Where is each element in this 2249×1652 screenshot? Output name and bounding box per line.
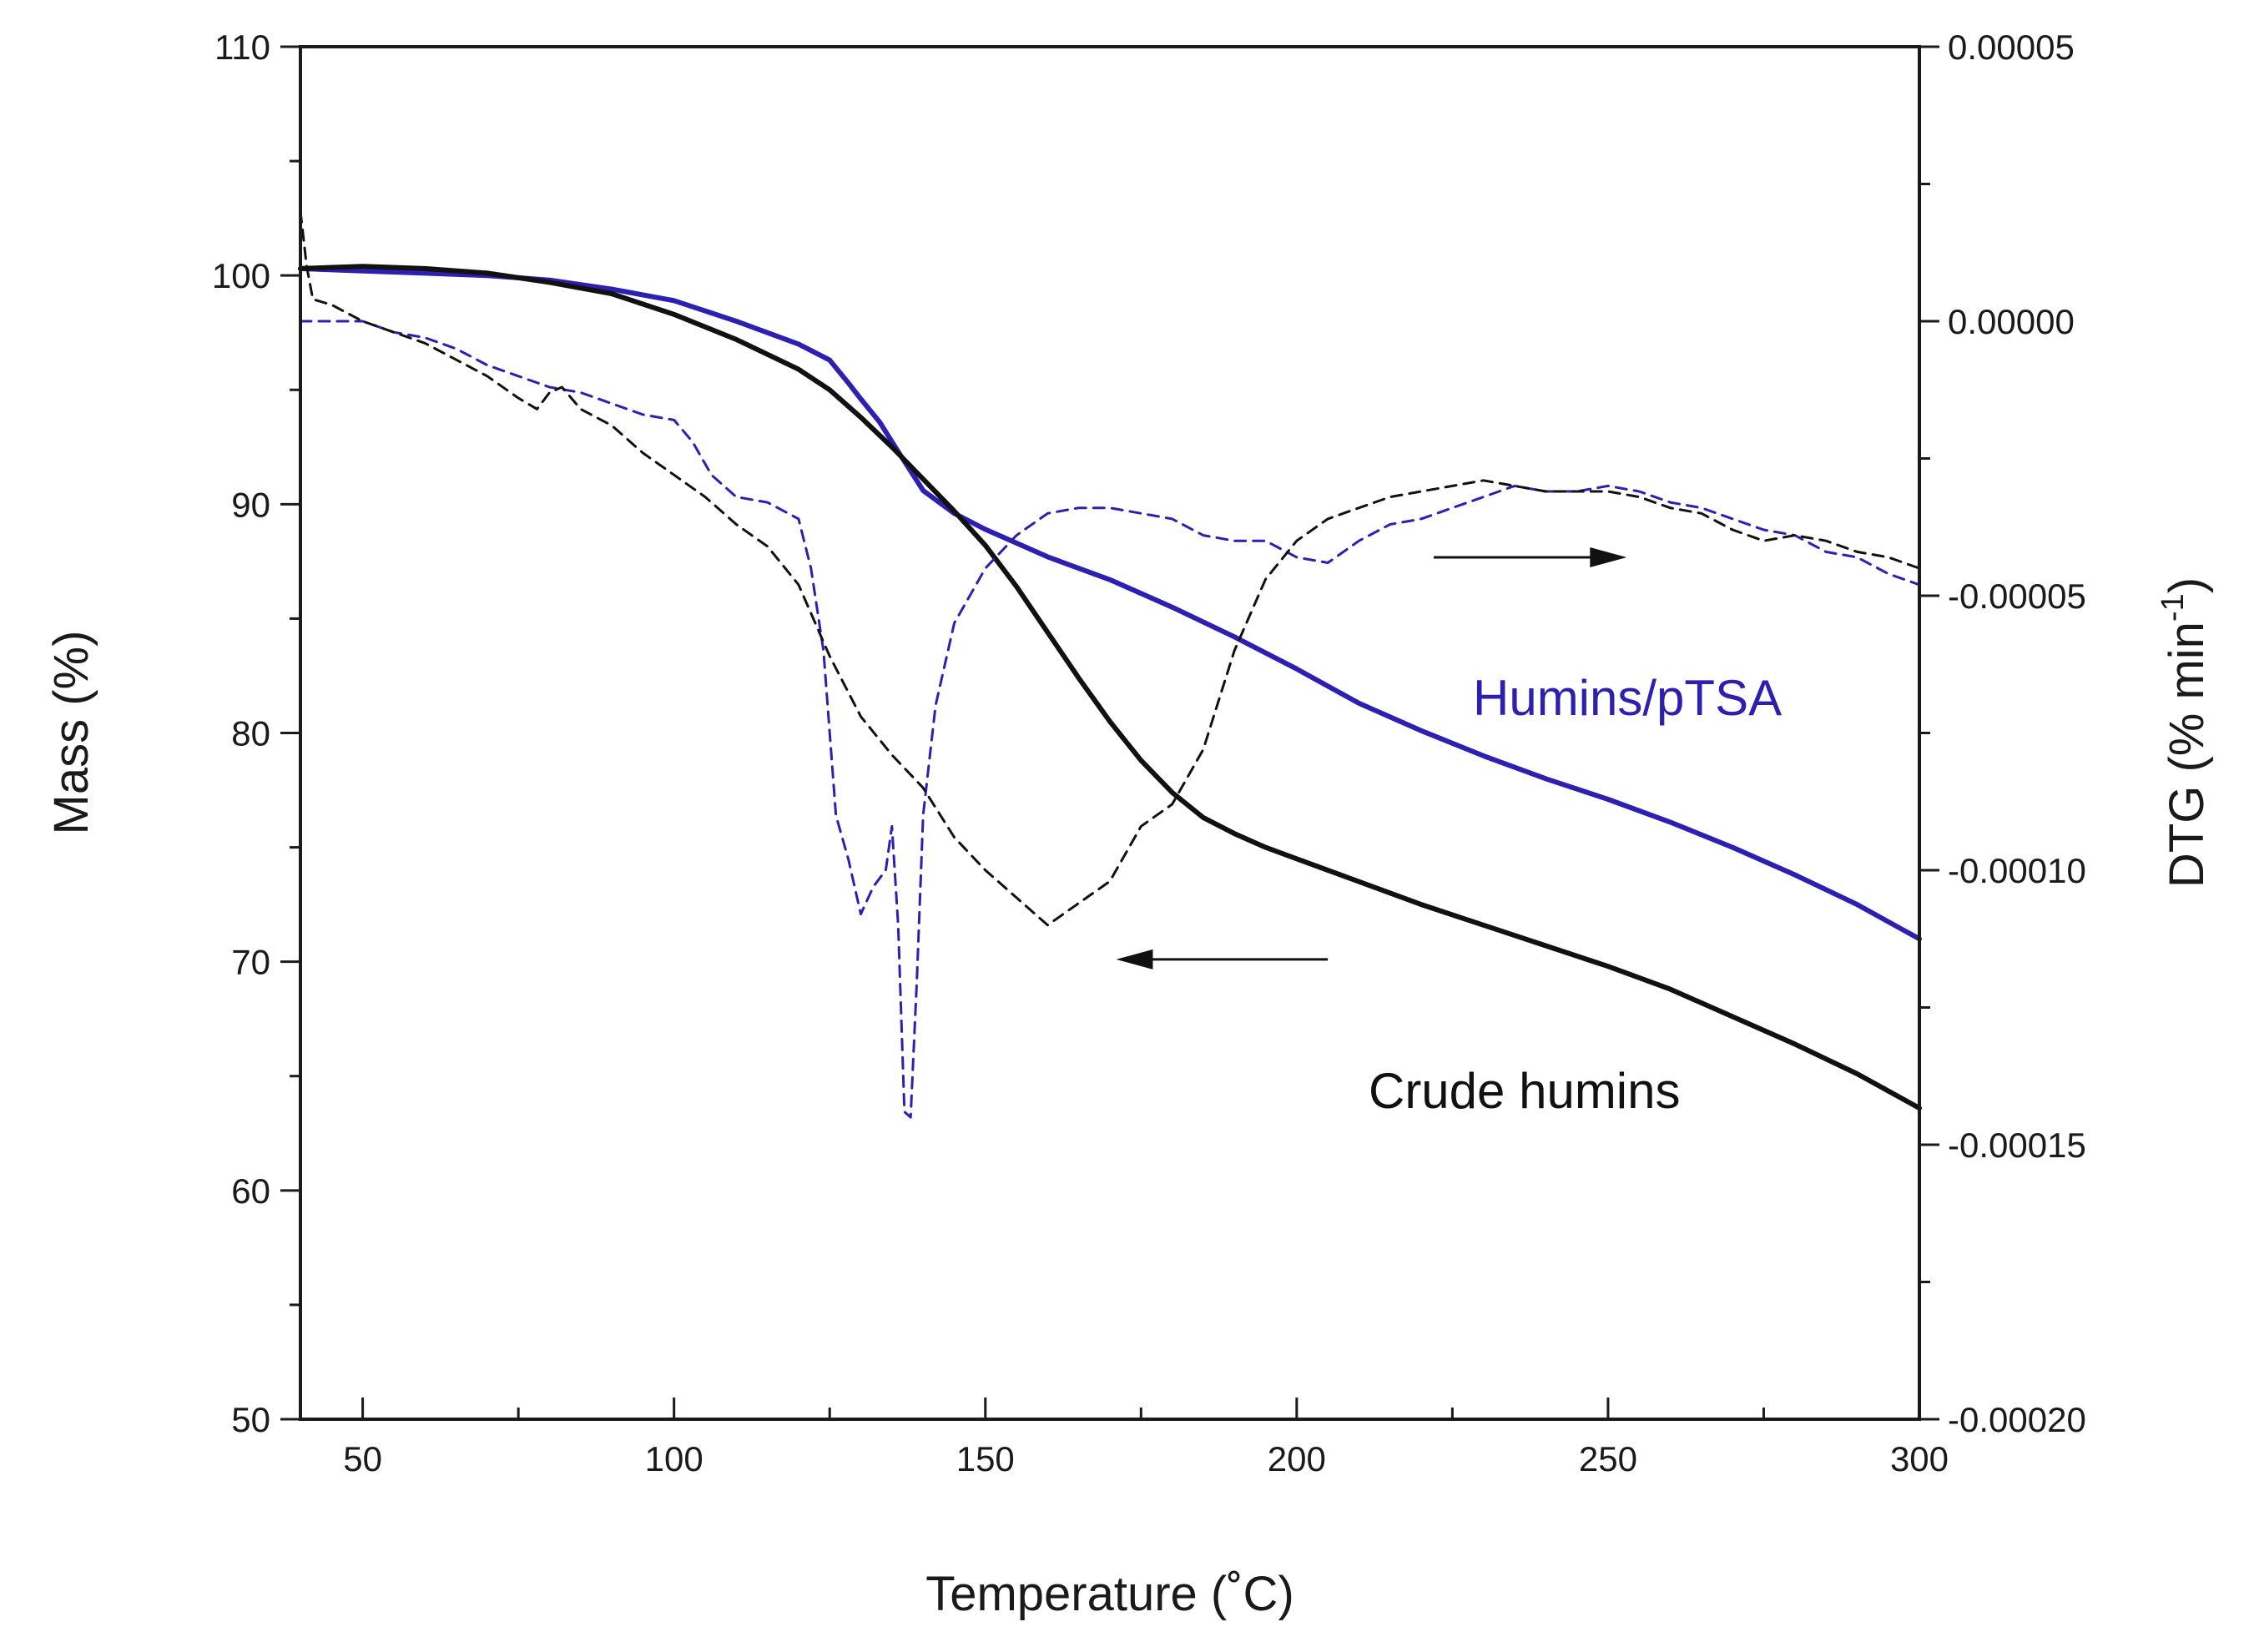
y-left-tick-label: 90 bbox=[231, 485, 270, 524]
y-right-tick-label: -0.00020 bbox=[1948, 1400, 2086, 1439]
tick-labels-layer: 50 100 150 200 250 300 50 60 70 80 90 100 110 -0.0002… bbox=[212, 28, 2086, 1478]
arrow-head bbox=[1116, 949, 1153, 970]
series-line-crude-humins-mass bbox=[298, 264, 1922, 1111]
y-right-tick-label: -0.00015 bbox=[1948, 1126, 2086, 1165]
arrow-head bbox=[1590, 546, 1627, 567]
y-right-axis-title-main: DTG (% min bbox=[2160, 622, 2214, 888]
y-right-axis-title-close: ) bbox=[2160, 577, 2214, 593]
series-line-crude-humins-dtg bbox=[299, 209, 1921, 927]
ticks-layer bbox=[280, 45, 1939, 1421]
y-left-tick-label: 110 bbox=[214, 28, 270, 67]
x-axis-title: Temperature (˚C) bbox=[925, 1567, 1294, 1621]
y-left-tick-label: 50 bbox=[231, 1400, 270, 1439]
x-tick-label: 200 bbox=[1268, 1439, 1326, 1478]
x-tick-label: 250 bbox=[1579, 1439, 1637, 1478]
annotation-humins-ptsa: Humins/pTSA bbox=[1473, 670, 1782, 726]
y-left-tick-label: 100 bbox=[212, 256, 270, 295]
arrows-layer bbox=[1116, 546, 1627, 970]
y-right-axis-title-sup: -1 bbox=[2156, 593, 2191, 622]
y-right-axis-title: DTG (% min-1) bbox=[2156, 577, 2214, 888]
annotation-crude-humins: Crude humins bbox=[1369, 1063, 1681, 1119]
series-layer bbox=[298, 209, 1922, 1119]
y-right-tick-label: 0.00005 bbox=[1948, 28, 2075, 67]
y-right-tick-label: -0.00010 bbox=[1948, 851, 2086, 890]
plot-frame bbox=[299, 45, 1921, 1421]
arrow-right-to-dtg-axis bbox=[1434, 546, 1627, 567]
x-tick-label: 50 bbox=[343, 1439, 382, 1478]
arrow-left-to-mass-axis bbox=[1116, 949, 1329, 970]
y-left-tick-label: 60 bbox=[231, 1171, 270, 1211]
y-left-tick-label: 70 bbox=[231, 943, 270, 982]
x-tick-label: 100 bbox=[645, 1439, 703, 1478]
x-tick-label: 300 bbox=[1890, 1439, 1949, 1478]
series-line-humins-ptsa-mass bbox=[298, 265, 1922, 942]
y-right-tick-label: -0.00005 bbox=[1948, 577, 2086, 616]
series-line-humins-ptsa-dtg bbox=[299, 320, 1921, 1119]
y-left-axis-title: Mass (%) bbox=[44, 631, 98, 835]
y-left-tick-label: 80 bbox=[231, 714, 270, 753]
y-right-tick-label: 0.00000 bbox=[1948, 302, 2075, 341]
x-tick-label: 150 bbox=[956, 1439, 1015, 1478]
